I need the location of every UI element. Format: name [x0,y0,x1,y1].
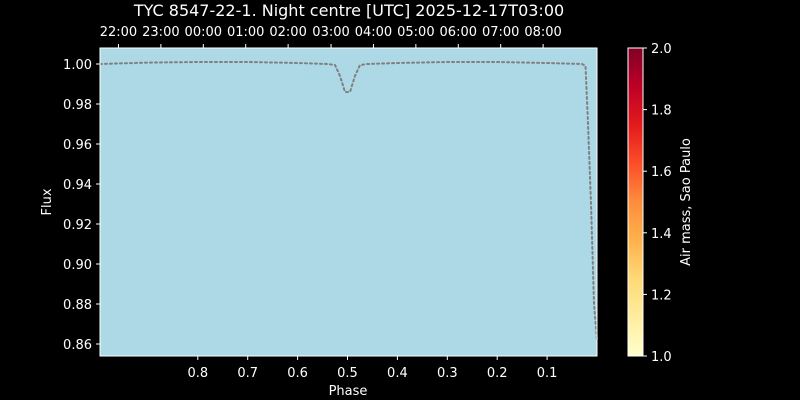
x-axis-label: Phase [329,384,368,399]
y-tick-label: 0.98 [63,98,92,113]
colorbar-tick-label: 2.0 [651,42,672,57]
x-tick-label: 0.7 [237,366,258,381]
colorbar-label: Air mass, Sao Paulo [679,138,694,266]
top-tick-label: 05:00 [397,25,434,40]
colorbar-tick-label: 1.6 [651,165,672,180]
x-tick-label: 0.3 [437,366,458,381]
y-tick-label: 0.94 [63,178,92,193]
top-tick-label: 22:00 [100,25,137,40]
top-tick-label: 23:00 [142,25,179,40]
x-tick-label: 0.8 [187,366,208,381]
top-tick-label: 03:00 [312,25,349,40]
y-tick-label: 0.92 [63,218,92,233]
top-tick-label: 00:00 [185,25,222,40]
series-layer [99,61,598,341]
y-tick-label: 1.00 [63,58,92,73]
colorbar-axis: 1.0 1.2 1.4 1.6 1.8 2.0 [643,42,672,365]
top-tick-label: 06:00 [440,25,477,40]
top-tick-label: 01:00 [227,25,264,40]
x-tick-label: 0.2 [487,366,508,381]
y-axis: 1.00 0.98 0.96 0.94 0.92 0.90 0.88 0.86 [63,58,100,353]
top-tick-label: 04:00 [355,25,392,40]
y-tick-label: 0.90 [63,258,92,273]
plot-frame [99,47,598,357]
y-axis-label: Flux [40,188,55,215]
y-tick-label: 0.86 [63,338,92,353]
x-tick-label: 0.5 [337,366,358,381]
top-tick-label: 07:00 [482,25,519,40]
chart-title: TYC 8547-22-1. Night centre [UTC] 2025-1… [133,1,564,20]
top-tick-label: 08:00 [524,25,561,40]
top-time-axis: 22:00 23:00 00:00 01:00 02:00 03:00 04:00 05:00… [100,25,562,48]
colorbar-tick-label: 1.8 [651,104,672,119]
x-tick-label: 0.6 [287,366,308,381]
y-tick-label: 0.88 [63,298,92,313]
x-axis: 0.8 0.7 0.6 0.5 0.4 0.3 0.2 0.1 [187,356,557,381]
colorbar-tick-label: 1.0 [651,350,672,365]
x-tick-label: 0.1 [537,366,558,381]
series-line-0 [99,61,598,341]
colorbar [627,47,644,357]
x-tick-label: 0.4 [387,366,408,381]
colorbar-tick-label: 1.4 [651,227,672,242]
y-tick-label: 0.96 [63,138,92,153]
colorbar-tick-label: 1.2 [651,288,672,303]
plot-area [100,48,597,356]
top-tick-label: 02:00 [269,25,306,40]
